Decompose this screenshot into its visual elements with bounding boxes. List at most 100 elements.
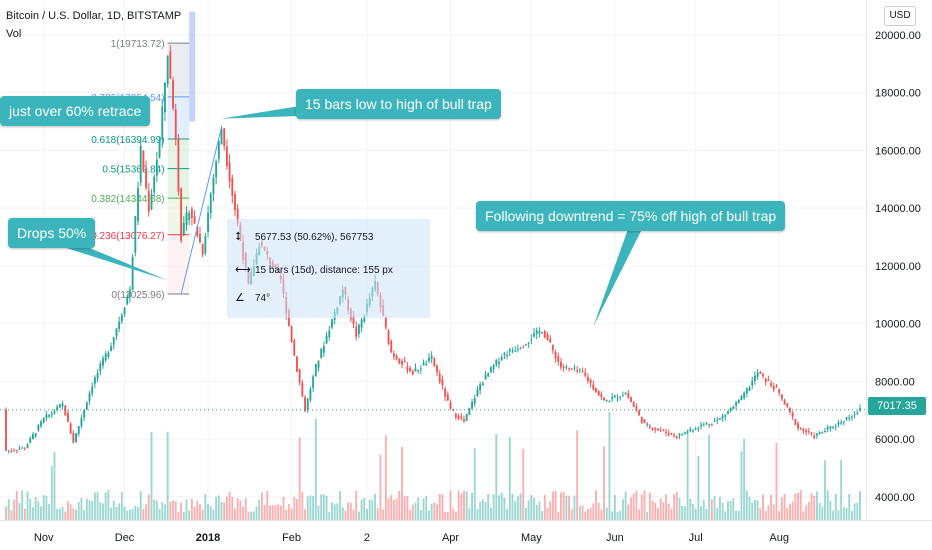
candle-body xyxy=(120,314,123,322)
candle-body xyxy=(675,436,678,438)
volume-bar xyxy=(821,506,824,520)
volume-bar xyxy=(15,490,18,520)
volume-bar xyxy=(441,494,444,520)
volume-bar xyxy=(266,490,269,520)
volume-bar xyxy=(331,502,333,520)
volume-bar xyxy=(613,495,616,520)
callout-bull-trap[interactable]: 15 bars low to high of bull trap xyxy=(296,89,501,119)
fib-level-label: 0.5(15369.84) xyxy=(102,165,164,176)
volume-bar xyxy=(603,446,606,520)
candle-body xyxy=(201,244,204,255)
volume-bar xyxy=(147,494,150,520)
volume-bar xyxy=(484,501,487,520)
candle-body xyxy=(778,389,781,394)
volume-bar xyxy=(772,504,775,520)
volume-bar xyxy=(10,510,13,520)
volume-bar xyxy=(115,506,118,520)
volume-indicator-label[interactable]: Vol xyxy=(6,28,22,40)
volume-bar xyxy=(463,491,465,520)
volume-bar xyxy=(161,502,164,520)
volume-bar xyxy=(29,498,32,520)
y-tick-label: 12000.00 xyxy=(875,261,921,273)
candle-body xyxy=(648,426,651,428)
candle-body xyxy=(525,344,527,346)
volume-bar xyxy=(155,500,158,520)
volume-bar xyxy=(390,495,393,520)
candle-body xyxy=(716,419,719,421)
volume-bar xyxy=(45,495,48,520)
volume-bar xyxy=(665,494,667,520)
currency-button[interactable]: USD xyxy=(884,6,916,26)
candle-body xyxy=(605,400,608,402)
candle-body xyxy=(735,402,738,406)
volume-bar xyxy=(158,508,161,520)
candle-body xyxy=(659,429,662,431)
candle-body xyxy=(586,376,589,382)
candle-body xyxy=(409,368,412,372)
candle-body xyxy=(331,319,333,328)
candle-body xyxy=(584,372,587,376)
candle-body xyxy=(204,235,207,254)
callout-downtrend[interactable]: Following downtrend = 75% off high of bu… xyxy=(476,201,786,231)
volume-bar xyxy=(223,502,226,520)
candle-body xyxy=(166,55,169,84)
candle-body xyxy=(215,161,218,178)
x-axis-ticks: Nov Dec 2018 Feb 2 Apr May Jun Jul Aug xyxy=(34,532,789,544)
volume-bar xyxy=(374,493,377,520)
candle-body xyxy=(753,375,756,381)
candle-body xyxy=(759,372,762,374)
volume-bar xyxy=(842,506,845,520)
volume-bar xyxy=(263,504,266,520)
volume-bar xyxy=(560,492,562,520)
x-tick-label: Jun xyxy=(606,532,624,544)
volume-bar xyxy=(438,493,441,520)
candle-body xyxy=(387,330,390,344)
volume-bar xyxy=(128,509,131,520)
volume-bar xyxy=(498,495,500,520)
volume-bar xyxy=(829,500,832,520)
candle-body xyxy=(670,433,673,435)
volume-bar xyxy=(363,497,366,520)
volume-bar xyxy=(525,507,527,520)
volume-bar xyxy=(355,490,358,520)
volume-bar xyxy=(646,511,649,520)
volume-bar xyxy=(834,493,837,520)
candle-body xyxy=(578,369,581,371)
candle-body xyxy=(471,401,474,409)
candle-body xyxy=(576,370,579,372)
candle-body xyxy=(503,353,506,355)
candle-body xyxy=(640,416,643,423)
volume-bar xyxy=(7,499,10,520)
candle-body xyxy=(328,330,331,338)
volume-bar xyxy=(13,499,16,520)
candle-body xyxy=(535,330,538,334)
volume-bar xyxy=(753,499,756,520)
volume-bar xyxy=(767,505,770,520)
candle-body xyxy=(26,444,29,449)
candle-body xyxy=(484,374,487,380)
candle-body xyxy=(322,346,325,353)
candle-body xyxy=(449,402,452,409)
candle-body xyxy=(533,333,535,337)
volume-bar xyxy=(139,491,142,520)
volume-bar xyxy=(807,501,810,520)
candle-body xyxy=(821,432,824,434)
candle-body xyxy=(457,415,460,420)
volume-bar xyxy=(506,509,509,520)
volume-bar xyxy=(40,506,42,520)
callout-retrace[interactable]: just over 60% retrace xyxy=(0,96,151,126)
volume-bar xyxy=(285,509,288,520)
bars-range-icon: ⟷ xyxy=(235,264,251,276)
volume-bar xyxy=(850,510,853,520)
callout-drops[interactable]: Drops 50% xyxy=(8,218,96,248)
candle-body xyxy=(508,349,511,352)
candle-body xyxy=(7,450,10,452)
volume-bar xyxy=(551,491,554,520)
candle-body xyxy=(751,380,754,386)
candle-body xyxy=(317,360,320,368)
volume-bar xyxy=(460,493,463,520)
volume-bar xyxy=(247,511,250,520)
volume-bar xyxy=(608,411,611,520)
volume-bar xyxy=(239,500,242,520)
measure-tool-box[interactable]: ⭥ 5677.53 (50.62%), 567753 ⟷ 15 bars (15d)… xyxy=(227,219,430,318)
